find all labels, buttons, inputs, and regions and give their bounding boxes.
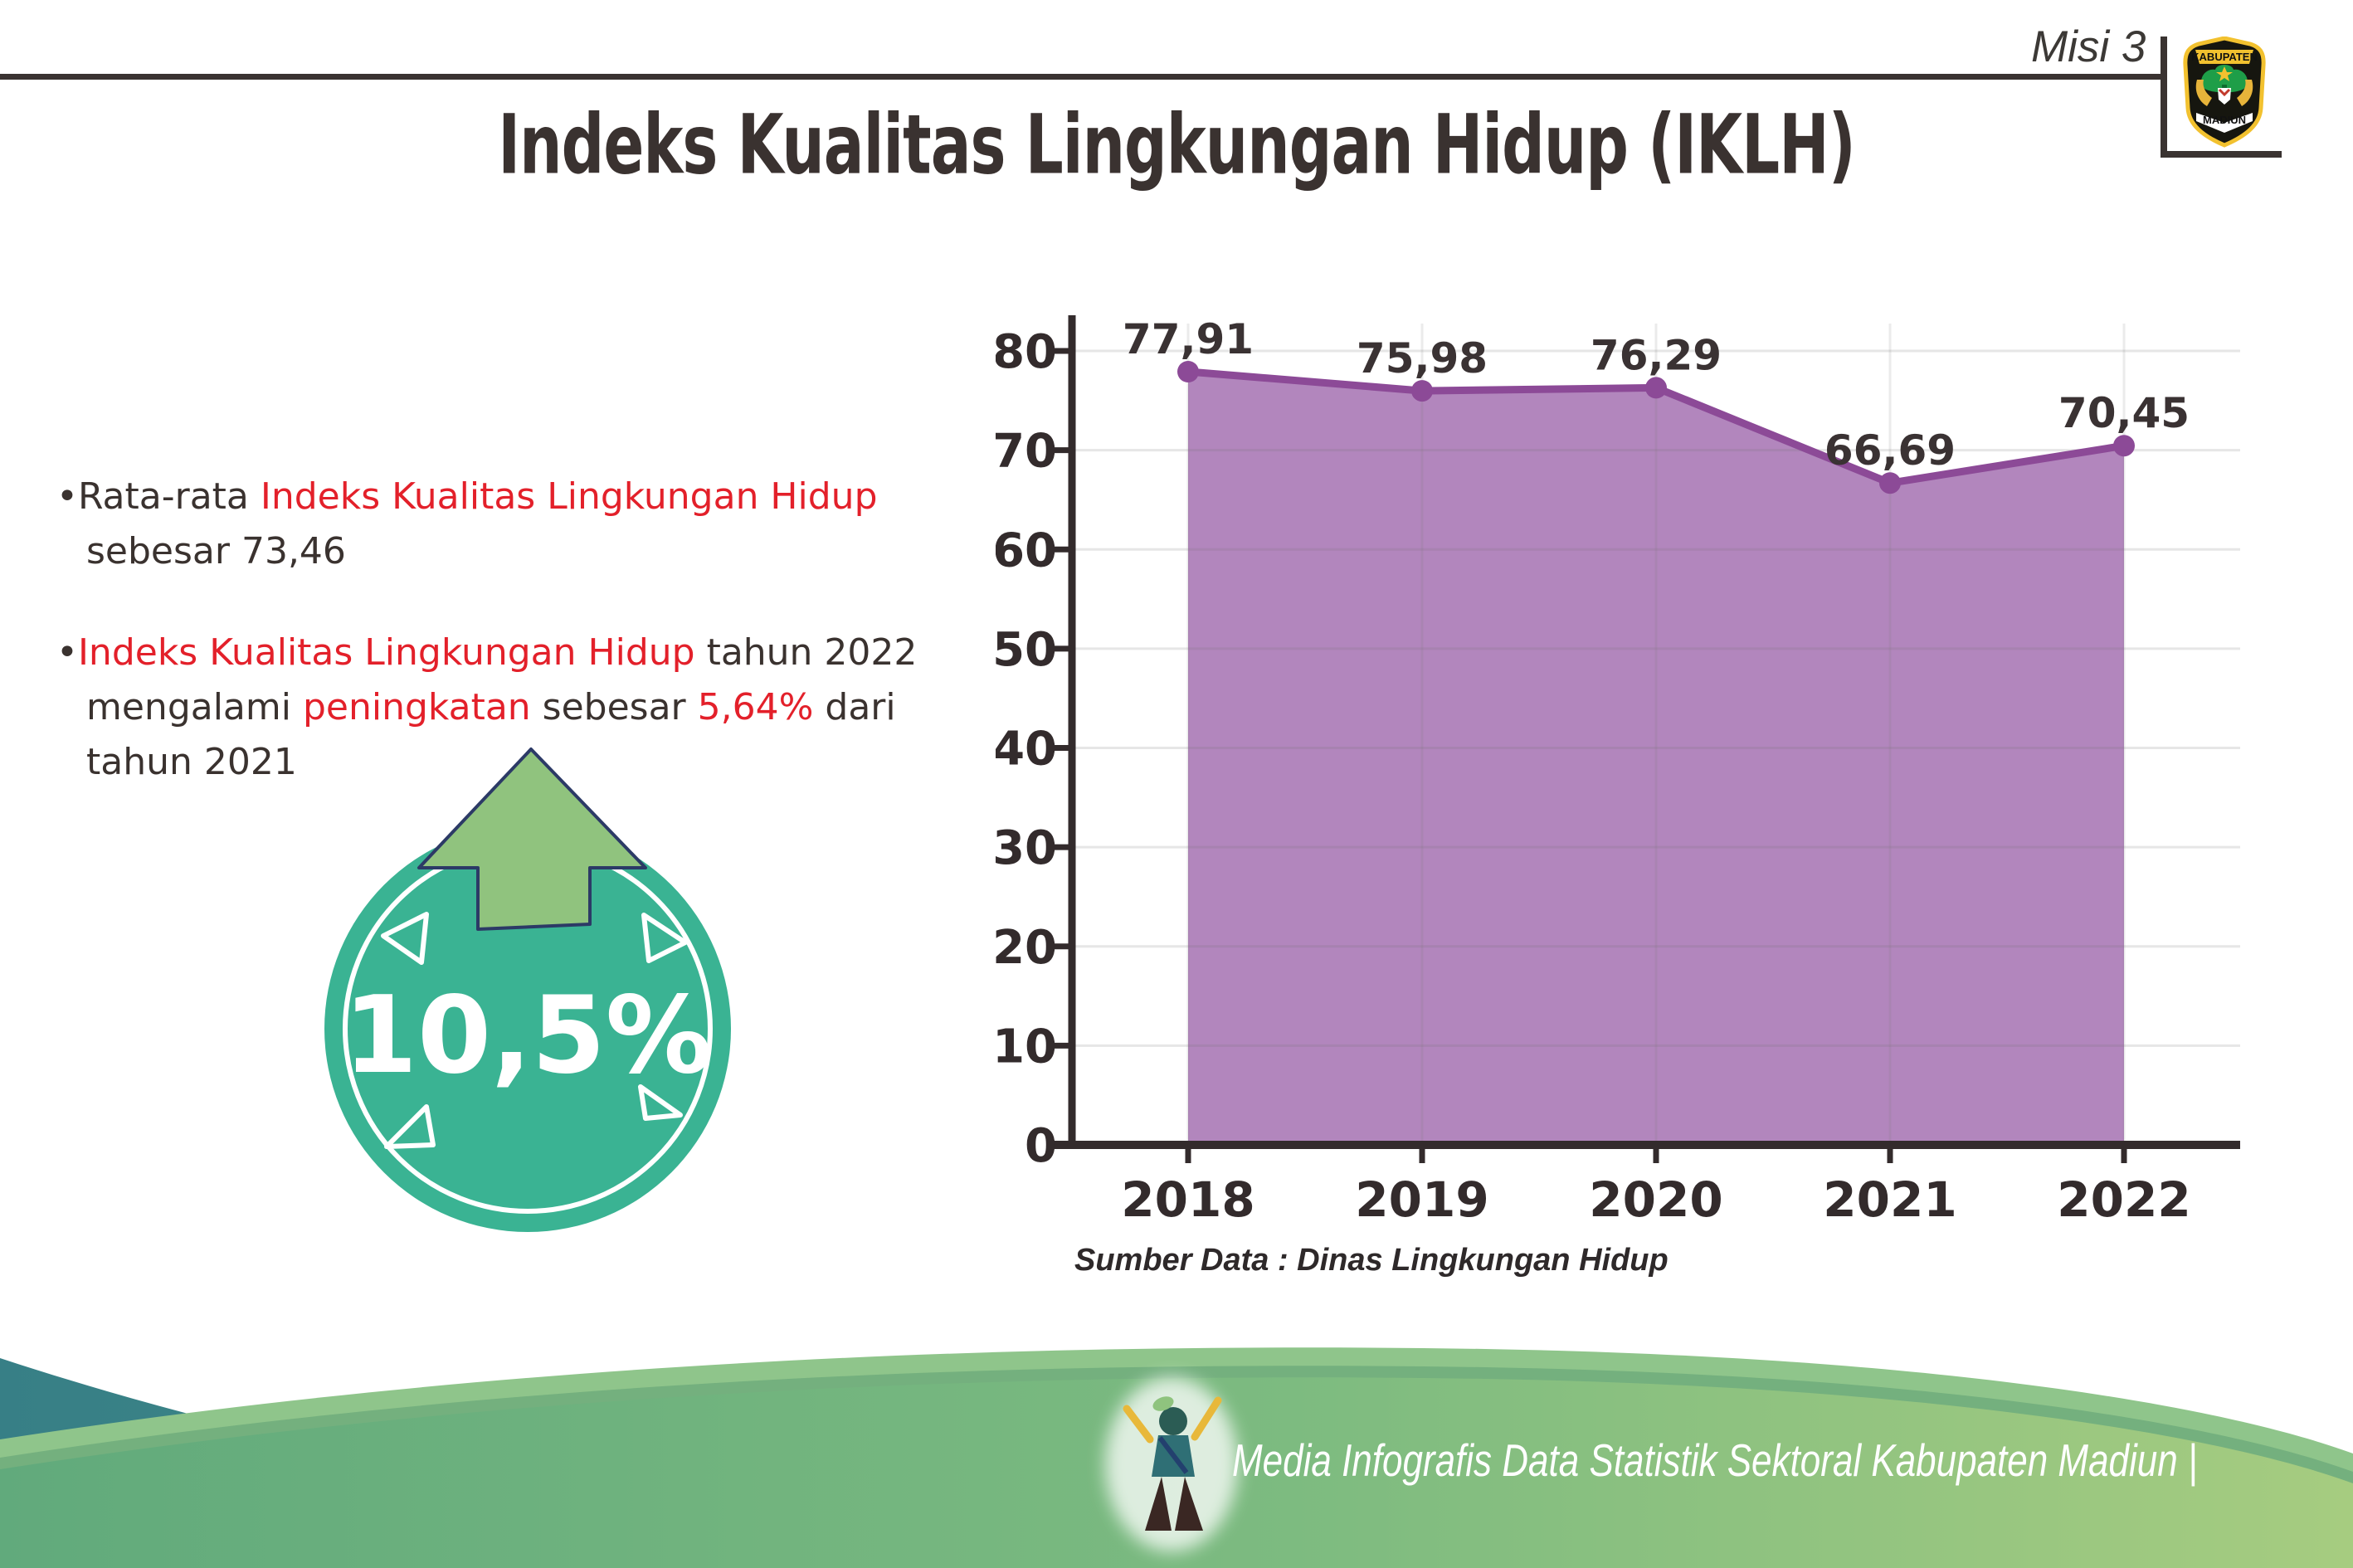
y-tick-label: 60: [996, 523, 1057, 577]
bullet2-dark1: tahun 2022: [694, 631, 918, 674]
data-label: 76,29: [1591, 331, 1722, 379]
logo-wing-right: [2237, 80, 2253, 106]
y-tick-label: 0: [1025, 1119, 1057, 1173]
bullet2-dot: •: [56, 631, 78, 674]
area-fill: [1188, 372, 2124, 1146]
x-tick-label: 2018: [1121, 1171, 1254, 1228]
data-point: [1645, 377, 1667, 399]
data-label: 77,91: [1123, 315, 1254, 363]
sparkle-lower-left: [384, 1104, 436, 1149]
logo-ribbon-text: MADIUN: [2203, 114, 2246, 126]
y-tick-label: 40: [996, 723, 1057, 777]
data-point: [1411, 380, 1433, 402]
y-tick-label: 80: [996, 325, 1057, 379]
logo-bracket-vertical: [2161, 37, 2167, 158]
logo-inner-chevron: [2218, 88, 2231, 97]
bullet-average-iklh: •Rata-rata Indeks Kualitas Lingkungan Hi…: [56, 470, 1035, 579]
badge-value: 10,5%: [343, 974, 712, 1098]
bullet2-red1: Indeks Kualitas Lingkungan Hidup: [77, 631, 695, 674]
data-label: 70,45: [2058, 389, 2190, 437]
logo-tree: [2201, 65, 2248, 93]
logo-wing-left: [2195, 80, 2212, 106]
header-rule: [0, 74, 2165, 80]
source-note: Sumber Data : Dinas Lingkungan Hidup: [1074, 1243, 1669, 1278]
data-label: 75,98: [1357, 334, 1488, 382]
logo-star: [2216, 66, 2233, 81]
logo-bracket-horizontal: [2161, 151, 2282, 158]
data-label: 66,69: [1824, 426, 1956, 475]
bullet2-dark3: sebesar: [530, 686, 698, 728]
y-tick-label: 10: [996, 1020, 1057, 1074]
bullet1-dark: •Rata-rata: [56, 475, 261, 518]
y-tick-label: 50: [996, 623, 1057, 677]
x-tick-label: 2021: [1823, 1171, 1956, 1228]
data-point: [2113, 435, 2135, 457]
y-tick-label: 70: [996, 425, 1057, 479]
logo-banner-text: KABUPATEN: [2191, 51, 2258, 63]
sparkle-upper-left: [381, 912, 429, 965]
up-arrow-icon: [417, 747, 647, 931]
bullet-increase-2022: •Indeks Kualitas Lingkungan Hidup tahun …: [56, 626, 1035, 790]
sparkle-upper-right: [641, 913, 688, 963]
increase-badge: 10,5%: [324, 747, 731, 1232]
footer-wave: [0, 1347, 2353, 1568]
y-tick-label: 30: [996, 821, 1057, 875]
iklh-area-chart: 77,91 75,98 76,29 66,69 70,45 0 10 20 30 40 50 60 70…: [996, 315, 2240, 1228]
logo-ribbon: [2196, 113, 2253, 133]
data-point: [1879, 472, 1901, 494]
misi-label: Misi 3: [2031, 22, 2146, 71]
bullet2-dark4: dari: [813, 686, 896, 728]
logo-banner: [2195, 50, 2253, 64]
bullet1-red: Indeks Kualitas Lingkungan Hidup: [260, 475, 878, 518]
data-point: [1177, 361, 1199, 383]
bullet-list: •Rata-rata Indeks Kualitas Lingkungan Hi…: [56, 470, 1035, 790]
bullet2-dark2: mengalami: [86, 686, 303, 728]
bullet1-line2: sebesar 73,46: [86, 530, 346, 572]
y-tick-label: 20: [996, 921, 1057, 975]
mascot-icon: [1105, 1377, 1238, 1551]
bullet2-red2: peningkatan: [302, 686, 531, 728]
footer-caption: Media Infografis Data Statistik Sektoral…: [1232, 1434, 2198, 1486]
bullet2-red3: 5,64%: [697, 686, 814, 728]
kabupaten-madiun-logo: KABUPATEN MADIUN: [2183, 37, 2266, 148]
x-tick-label: 2019: [1355, 1171, 1488, 1228]
x-tick-label: 2020: [1589, 1171, 1722, 1228]
sparkle-lower-right: [638, 1084, 683, 1121]
bullet2-line3: tahun 2021: [86, 741, 297, 783]
page-title: Indeks Kualitas Lingkungan Hidup (IKLH): [498, 96, 1855, 192]
x-tick-label: 2022: [2057, 1171, 2190, 1228]
